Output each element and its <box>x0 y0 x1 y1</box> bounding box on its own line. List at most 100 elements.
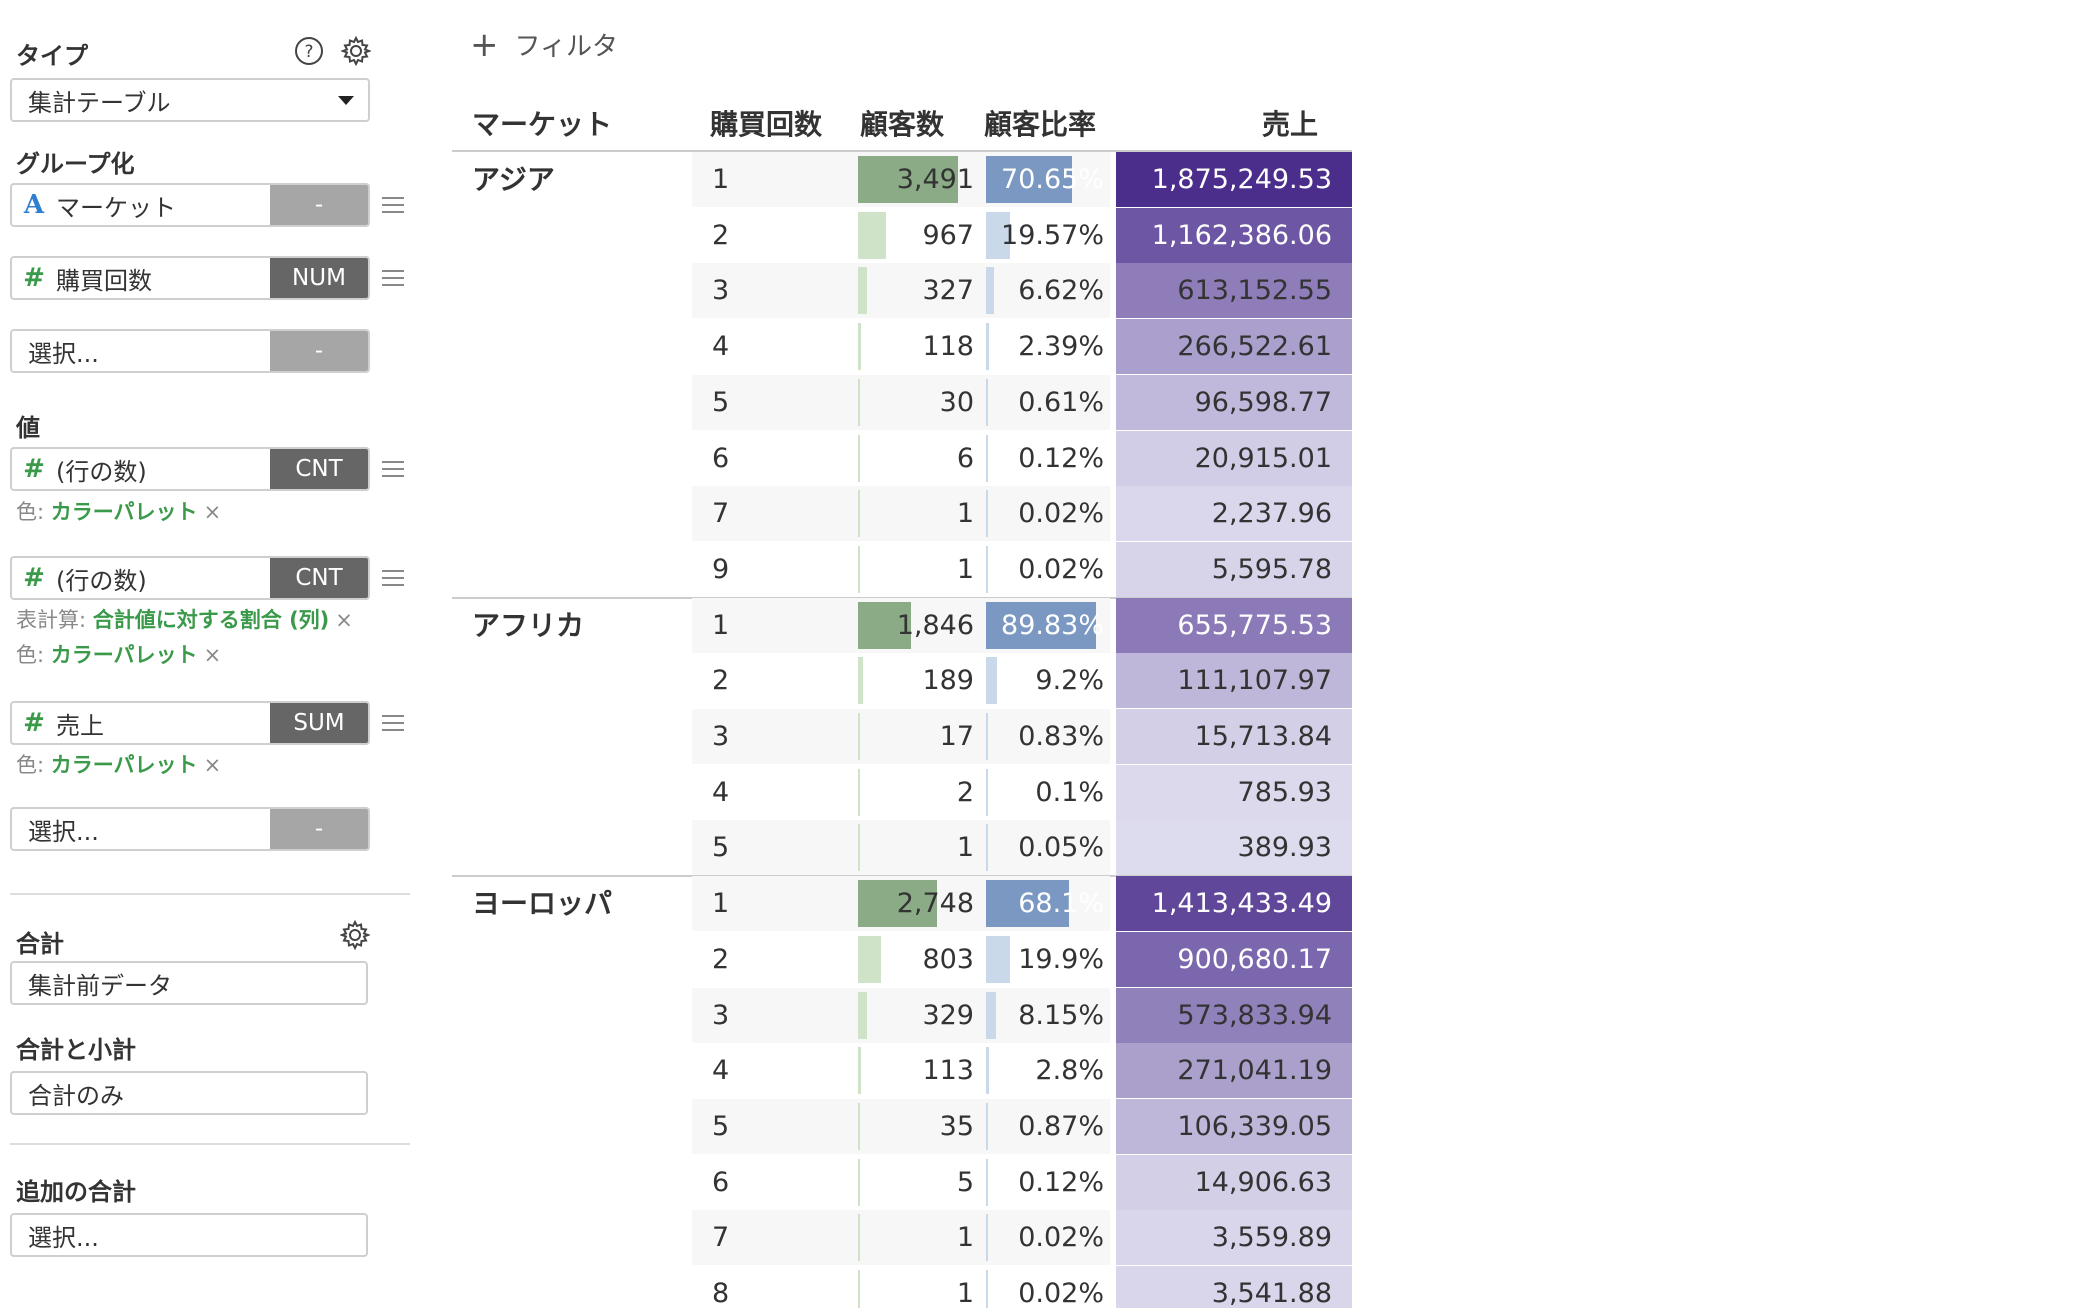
ratio-bar <box>986 601 1096 649</box>
purchase-count-cell: 4 <box>692 764 854 820</box>
sales-value: 573,833.94 <box>1177 999 1332 1031</box>
customers-bar <box>858 768 860 816</box>
help-icon[interactable]: ? <box>292 34 326 68</box>
customers-cell: 17 <box>854 709 982 764</box>
ratio-cell: 0.02% <box>982 486 1110 542</box>
purchase-count-cell: 1 <box>692 152 854 207</box>
drag-handle-icon[interactable] <box>382 570 404 586</box>
customers-bar <box>858 824 860 872</box>
purchase-count-cell: 5 <box>692 820 854 876</box>
purchase-count-cell: 3 <box>692 987 854 1043</box>
ratio-bar <box>986 267 995 315</box>
table-row: 7 1 0.02% 2,237.96 <box>452 486 1352 542</box>
customers-cell: 1 <box>854 820 982 876</box>
header-customer-ratio[interactable]: 顧客比率 <box>984 108 1097 141</box>
group-field[interactable]: 選択... - <box>10 329 370 373</box>
header-sales[interactable]: 売上 <box>1262 108 1319 141</box>
value-field[interactable]: # 売上 SUM <box>10 701 370 745</box>
value-field[interactable]: # (行の数) CNT <box>10 447 370 491</box>
type-select[interactable]: 集計テーブル <box>10 78 370 122</box>
aggregation-button[interactable]: - <box>270 331 368 371</box>
drag-handle-icon[interactable] <box>382 715 404 731</box>
purchase-count-cell: 5 <box>692 1098 854 1154</box>
remove-color-icon[interactable]: × <box>203 753 222 777</box>
gear-icon[interactable] <box>339 34 373 68</box>
ratio-cell: 0.1% <box>982 764 1110 820</box>
color-value[interactable]: カラーパレット <box>50 500 198 524</box>
number-type-icon: # <box>23 563 45 593</box>
aggregation-button[interactable]: - <box>270 809 368 849</box>
group-field[interactable]: # 購買回数 NUM <box>10 256 370 300</box>
total-select[interactable]: 集計前データ <box>10 961 368 1005</box>
ratio-bar <box>986 1047 990 1095</box>
ratio-value: 0.05% <box>1018 832 1104 864</box>
value-field[interactable]: 選択... - <box>10 807 370 851</box>
ratio-bar <box>986 1214 988 1262</box>
table-row: 2 967 19.57% 1,162,386.06 <box>452 207 1352 263</box>
customers-cell: 6 <box>854 430 982 486</box>
table-row: アジア 1 3,491 70.65% 1,875,249.53 <box>452 152 1352 207</box>
customers-bar <box>858 1158 860 1206</box>
sales-value: 655,775.53 <box>1177 609 1332 641</box>
customers-cell: 2 <box>854 764 982 820</box>
customers-value: 5 <box>956 1166 974 1198</box>
sales-value: 900,680.17 <box>1177 943 1332 975</box>
sales-value: 266,522.61 <box>1177 331 1332 363</box>
drag-handle-icon[interactable] <box>382 461 404 477</box>
purchase-count-cell: 9 <box>692 541 854 597</box>
table-row: 3 17 0.83% 15,713.84 <box>452 709 1352 764</box>
table-row: 2 803 19.9% 900,680.17 <box>452 931 1352 987</box>
aggregation-button[interactable]: CNT <box>270 558 368 598</box>
remove-color-icon[interactable]: × <box>203 500 222 524</box>
ratio-bar <box>986 657 998 705</box>
aggregation-button[interactable]: CNT <box>270 449 368 489</box>
value-field[interactable]: # (行の数) CNT <box>10 556 370 600</box>
field-name: マーケット <box>56 193 176 222</box>
group-section-title: グループ化 <box>16 150 135 178</box>
group-field[interactable]: A マーケット - <box>10 183 370 227</box>
drag-handle-icon[interactable] <box>382 197 404 213</box>
header-purchase-count[interactable]: 購買回数 <box>710 108 823 141</box>
table-row: アフリカ 1 1,846 89.83% 655,775.53 <box>452 597 1352 653</box>
color-setting-1: 色: カラーパレット × <box>16 496 221 526</box>
calc-value[interactable]: 合計値に対する割合 (列) <box>92 608 330 632</box>
table-row: 4 2 0.1% 785.93 <box>452 764 1352 820</box>
table-row: 8 1 0.02% 3,541.88 <box>452 1266 1352 1308</box>
sales-cell: 3,559.89 <box>1116 1210 1352 1266</box>
table-row: 5 35 0.87% 106,339.05 <box>452 1098 1352 1154</box>
add-filter-button[interactable]: + フィルタ <box>470 26 618 63</box>
aggregation-button[interactable]: - <box>270 185 368 225</box>
remove-calc-icon[interactable]: × <box>335 608 353 632</box>
field-name: 売上 <box>56 711 104 740</box>
sales-cell: 271,041.19 <box>1116 1043 1352 1099</box>
aggregation-button[interactable]: SUM <box>270 703 368 743</box>
purchase-count-cell: 7 <box>692 1210 854 1266</box>
remove-color-icon[interactable]: × <box>203 643 222 667</box>
sales-cell: 2,237.96 <box>1116 486 1352 542</box>
ratio-value: 2.39% <box>1018 331 1104 363</box>
ratio-cell: 0.12% <box>982 430 1110 486</box>
ratio-value: 0.02% <box>1018 1222 1104 1254</box>
total-gear-icon[interactable] <box>338 918 372 952</box>
customers-cell: 327 <box>854 263 982 319</box>
ratio-cell: 2.39% <box>982 319 1110 375</box>
ratio-value: 0.02% <box>1018 1278 1104 1308</box>
drag-handle-icon[interactable] <box>382 270 404 286</box>
color-value[interactable]: カラーパレット <box>50 643 198 667</box>
ratio-cell: 8.15% <box>982 987 1110 1043</box>
customers-bar <box>858 935 881 983</box>
add-filter-label: フィルタ <box>514 32 618 62</box>
ratio-cell: 0.87% <box>982 1098 1110 1154</box>
sales-value: 20,915.01 <box>1194 442 1332 474</box>
header-market[interactable]: マーケット <box>472 108 613 141</box>
sales-value: 1,413,433.49 <box>1151 888 1332 920</box>
color-label: 色: <box>16 643 45 667</box>
sales-value: 3,559.89 <box>1211 1222 1332 1254</box>
ratio-value: 68.1% <box>1018 888 1104 920</box>
aggregation-button[interactable]: NUM <box>270 258 368 298</box>
extra-total-select[interactable]: 選択... <box>10 1213 368 1257</box>
color-value[interactable]: カラーパレット <box>50 753 198 777</box>
subtotal-select[interactable]: 合計のみ <box>10 1071 368 1115</box>
customers-bar <box>858 1047 862 1095</box>
header-customers[interactable]: 顧客数 <box>860 108 945 141</box>
